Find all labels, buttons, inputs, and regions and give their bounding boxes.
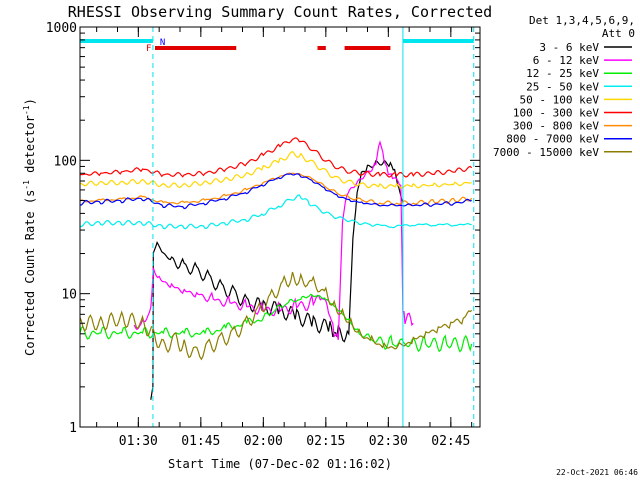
y-tick-label: 1000 (46, 21, 77, 36)
legend-entry-label: 6 - 12 keV (533, 54, 600, 67)
legend-entry-label: 12 - 25 keV (526, 67, 599, 80)
y-axis-label-sup: -1 (22, 180, 31, 190)
flare-flag-label: F (146, 44, 151, 54)
y-tick-label: 100 (54, 154, 77, 169)
series-line (79, 271, 473, 361)
night-flag-bar (80, 39, 153, 43)
series-line (79, 137, 473, 178)
x-tick-label: 02:15 (306, 434, 345, 449)
flare-flag-bar (317, 46, 326, 50)
y-axis-label-prefix: Corrected Count Rate (s (23, 190, 37, 356)
series-line (79, 150, 472, 189)
y-axis-label: Corrected Count Rate (s-1 detector-1) (22, 98, 37, 356)
y-axis: 1 10 100 1000 (46, 21, 480, 436)
x-axis-label: Start Time (07-Dec-02 01:16:02) (168, 457, 392, 471)
x-tick-label: 01:45 (181, 434, 220, 449)
legend-title-line-2: Att 0 (602, 27, 635, 40)
series-layer (79, 137, 473, 400)
legend-entry-label: 300 - 800 keV (513, 120, 599, 133)
flare-flag-bar (155, 46, 237, 50)
y-axis-label-suffix: ) (23, 98, 37, 105)
legend-title-line-1: Det 1,3,4,5,6,9, (529, 14, 635, 27)
y-tick-label: 1 (69, 421, 77, 436)
legend-entry-label: 3 - 6 keV (539, 41, 599, 54)
legend-entry-label: 50 - 100 keV (520, 93, 600, 106)
y-axis-label-sup2: -1 (22, 105, 31, 115)
series-line (133, 140, 414, 341)
night-flag-label: N (160, 38, 165, 48)
flare-flag-bar (344, 46, 391, 50)
y-axis-label-mid: detector (23, 115, 37, 180)
series-line (79, 172, 473, 206)
legend-entry-label: 7000 - 15000 keV (493, 146, 599, 159)
series-line (79, 194, 472, 230)
plot-frame (79, 26, 481, 428)
x-axis: 01:30 01:45 02:00 02:15 02:30 02:45 (96, 27, 473, 449)
x-tick-label: 02:00 (244, 434, 283, 449)
x-tick-label: 02:30 (369, 434, 408, 449)
x-tick-label: 01:30 (119, 434, 158, 449)
legend-entry-label: 25 - 50 keV (526, 80, 599, 93)
series-line (79, 173, 472, 210)
footer-timestamp: 22-Oct-2021 06:46 (556, 468, 638, 477)
y-tick-label: 10 (61, 288, 77, 303)
legend-entry-label: 100 - 300 keV (513, 107, 599, 120)
series-line (150, 159, 404, 400)
night-flag-bar (402, 39, 474, 43)
flags-layer: NF (80, 38, 474, 54)
x-tick-label: 02:45 (431, 434, 470, 449)
legend-entry-label: 800 - 7000 keV (506, 133, 599, 146)
chart-title: RHESSI Observing Summary Count Rates, Co… (68, 3, 492, 21)
